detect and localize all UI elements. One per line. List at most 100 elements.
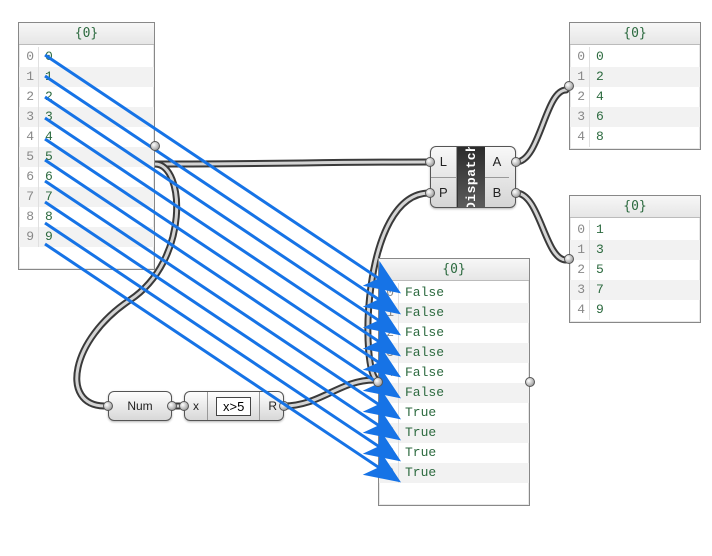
row-value: True <box>399 423 436 443</box>
dispatch-b-label: B <box>485 178 510 208</box>
row-value: True <box>399 403 436 423</box>
row-index: 1 <box>19 67 39 87</box>
bool-panel-port[interactable] <box>373 377 383 387</box>
table-row: 66 <box>19 167 154 187</box>
table-row: 5False <box>379 383 529 403</box>
row-value: 6 <box>39 167 53 187</box>
row-index: 3 <box>570 280 590 300</box>
row-value: 9 <box>590 300 604 320</box>
bool-panel: {0}0False1False2False3False4False5False6… <box>378 258 530 506</box>
table-row: 00 <box>570 47 700 67</box>
dispatch-title: Dispatch <box>457 147 485 207</box>
dispatch-l-port[interactable] <box>425 157 435 167</box>
dispatch-a-label: A <box>485 147 510 178</box>
table-row: 00 <box>19 47 154 67</box>
row-index: 8 <box>379 443 399 463</box>
row-index: 3 <box>379 343 399 363</box>
bool-panel-header: {0} <box>379 259 529 281</box>
num-input-port[interactable] <box>103 401 113 411</box>
row-value: 4 <box>590 87 604 107</box>
table-row: 22 <box>19 87 154 107</box>
row-index: 6 <box>19 167 39 187</box>
num-node[interactable]: Num <box>108 391 172 421</box>
row-value: True <box>399 443 436 463</box>
outA-panel-port[interactable] <box>564 81 574 91</box>
row-index: 9 <box>379 463 399 483</box>
table-row: 99 <box>19 227 154 247</box>
row-index: 0 <box>570 220 590 240</box>
row-value: 1 <box>590 220 604 240</box>
input-panel-header: {0} <box>19 23 154 45</box>
row-index: 0 <box>19 47 39 67</box>
table-row: 7True <box>379 423 529 443</box>
outB-panel-port[interactable] <box>564 254 574 264</box>
row-index: 5 <box>379 383 399 403</box>
table-row: 8True <box>379 443 529 463</box>
table-row: 9True <box>379 463 529 483</box>
dispatch-a-port[interactable] <box>511 157 521 167</box>
row-index: 3 <box>570 107 590 127</box>
row-value: False <box>399 323 444 343</box>
row-value: 5 <box>590 260 604 280</box>
row-value: False <box>399 283 444 303</box>
table-row: 2False <box>379 323 529 343</box>
table-row: 01 <box>570 220 700 240</box>
row-value: False <box>399 343 444 363</box>
row-index: 7 <box>379 423 399 443</box>
row-index: 4 <box>19 127 39 147</box>
expr-output-port[interactable] <box>279 401 289 411</box>
outA-panel-header: {0} <box>570 23 700 45</box>
dispatch-p-port[interactable] <box>425 188 435 198</box>
row-value: 6 <box>590 107 604 127</box>
row-value: 1 <box>39 67 53 87</box>
row-value: False <box>399 383 444 403</box>
outB-panel: {0}0113253749 <box>569 195 701 323</box>
table-row: 24 <box>570 87 700 107</box>
row-value: 4 <box>39 127 53 147</box>
row-value: 9 <box>39 227 53 247</box>
expr-input-port[interactable] <box>179 401 189 411</box>
row-value: 7 <box>590 280 604 300</box>
row-index: 2 <box>570 87 590 107</box>
row-value: True <box>399 463 436 483</box>
row-index: 0 <box>570 47 590 67</box>
expr-body[interactable]: x>5 <box>216 397 251 416</box>
table-row: 3False <box>379 343 529 363</box>
row-value: 0 <box>39 47 53 67</box>
table-row: 11 <box>19 67 154 87</box>
num-output-port[interactable] <box>167 401 177 411</box>
row-value: 7 <box>39 187 53 207</box>
table-row: 37 <box>570 280 700 300</box>
table-row: 36 <box>570 107 700 127</box>
table-row: 12 <box>570 67 700 87</box>
table-row: 49 <box>570 300 700 320</box>
row-index: 2 <box>379 323 399 343</box>
row-index: 1 <box>379 303 399 323</box>
table-row: 0False <box>379 283 529 303</box>
row-index: 0 <box>379 283 399 303</box>
row-value: 3 <box>590 240 604 260</box>
row-index: 3 <box>19 107 39 127</box>
dispatch-b-port[interactable] <box>511 188 521 198</box>
table-row: 25 <box>570 260 700 280</box>
table-row: 13 <box>570 240 700 260</box>
expr-result-label: R <box>268 399 277 413</box>
expression-node[interactable]: x x>5 R <box>184 391 284 421</box>
table-row: 88 <box>19 207 154 227</box>
row-index: 4 <box>570 127 590 147</box>
table-row: 48 <box>570 127 700 147</box>
input-panel-port[interactable] <box>150 141 160 151</box>
row-index: 8 <box>19 207 39 227</box>
row-value: 2 <box>590 67 604 87</box>
outA-panel: {0}0012243648 <box>569 22 701 150</box>
outB-panel-header: {0} <box>570 196 700 218</box>
row-index: 2 <box>570 260 590 280</box>
row-index: 7 <box>19 187 39 207</box>
row-value: 0 <box>590 47 604 67</box>
table-row: 44 <box>19 127 154 147</box>
table-row: 55 <box>19 147 154 167</box>
dispatch-node[interactable]: L P Dispatch A B <box>430 146 516 208</box>
row-value: False <box>399 363 444 383</box>
table-row: 4False <box>379 363 529 383</box>
bool-panel-out-port[interactable] <box>525 377 535 387</box>
